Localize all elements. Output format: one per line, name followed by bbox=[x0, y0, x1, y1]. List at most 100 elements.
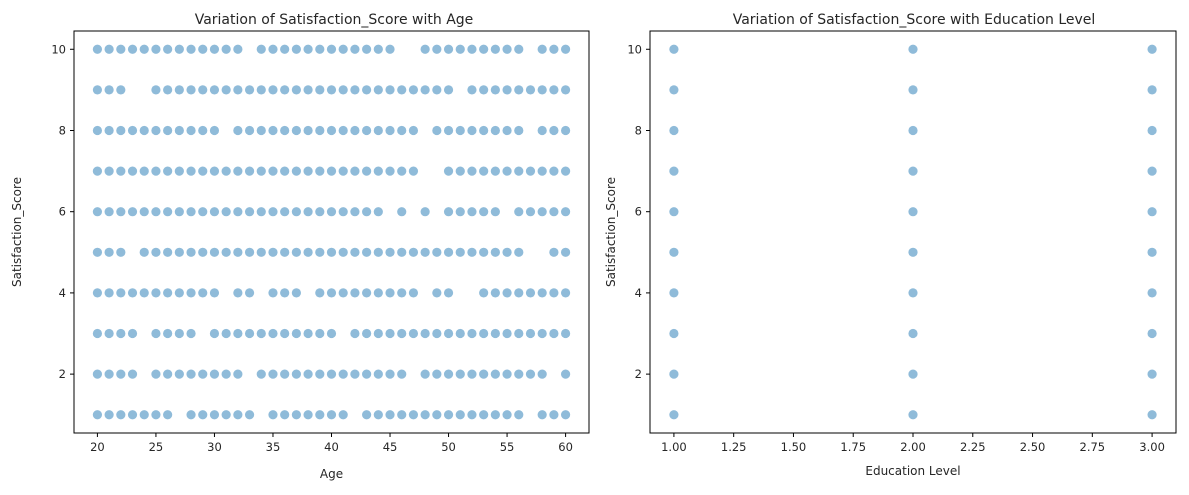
scatter-point bbox=[233, 166, 243, 176]
scatter-point bbox=[362, 247, 372, 257]
scatter-point bbox=[455, 247, 465, 257]
scatter-point bbox=[420, 247, 430, 257]
scatter-point bbox=[408, 125, 419, 136]
scatter-point bbox=[280, 369, 290, 379]
scatter-point bbox=[373, 44, 383, 54]
scatter-point bbox=[373, 410, 383, 420]
scatter-point bbox=[525, 328, 536, 339]
scatter-point bbox=[549, 328, 559, 339]
scatter-point bbox=[244, 207, 255, 217]
scatter-point bbox=[385, 44, 395, 54]
scatter-point bbox=[139, 125, 149, 136]
scatter-point bbox=[139, 207, 149, 217]
x-tick-label: 40 bbox=[324, 440, 339, 454]
scatter-point bbox=[669, 247, 679, 257]
scatter-point bbox=[163, 369, 173, 379]
scatter-point bbox=[455, 44, 465, 54]
x-tick-label: 60 bbox=[558, 440, 573, 454]
y-tick-label: 6 bbox=[635, 205, 642, 219]
scatter-point bbox=[502, 166, 512, 176]
scatter-point bbox=[338, 85, 348, 95]
scatter-point bbox=[233, 125, 243, 136]
y-tick-label: 8 bbox=[635, 123, 642, 137]
scatter-point bbox=[537, 125, 547, 136]
scatter-point bbox=[116, 288, 126, 298]
scatter-point bbox=[92, 247, 103, 257]
scatter-point bbox=[268, 369, 278, 379]
scatter-point bbox=[268, 288, 278, 298]
scatter-point bbox=[221, 85, 231, 95]
x-tick-label: 25 bbox=[149, 440, 164, 454]
scatter-point bbox=[338, 247, 348, 257]
scatter-point bbox=[326, 166, 337, 176]
scatter-point bbox=[385, 166, 395, 176]
scatter-point bbox=[280, 85, 290, 95]
scatter-point bbox=[174, 125, 184, 136]
scatter-point bbox=[420, 369, 430, 379]
scatter-point bbox=[233, 288, 243, 298]
scatter-point bbox=[280, 44, 290, 54]
scatter-point bbox=[432, 44, 442, 54]
scatter-point bbox=[560, 410, 571, 420]
x-axis-ticks: 1.00 1.25 1.50 1.75 2.00 2.25 2.50 2.75 3.00 bbox=[661, 433, 1165, 454]
scatter-point bbox=[479, 410, 489, 420]
scatter-point bbox=[127, 328, 138, 339]
x-tick-label: 1.00 bbox=[661, 440, 687, 454]
scatter-point bbox=[244, 410, 255, 420]
scatter-point bbox=[490, 44, 500, 54]
scatter-point bbox=[268, 247, 278, 257]
scatter-point bbox=[280, 328, 290, 339]
scatter-point bbox=[908, 328, 918, 339]
scatter-point bbox=[104, 207, 114, 217]
scatter-point bbox=[186, 44, 196, 54]
scatter-point bbox=[455, 125, 465, 136]
scatter-point bbox=[315, 369, 325, 379]
scatter-point bbox=[291, 166, 301, 176]
scatter-point bbox=[549, 410, 559, 420]
scatter-point bbox=[186, 125, 196, 136]
scatter-point bbox=[397, 369, 407, 379]
scatter-point bbox=[373, 288, 383, 298]
scatter-point bbox=[198, 410, 208, 420]
scatter-point bbox=[92, 410, 103, 420]
scatter-point bbox=[467, 44, 477, 54]
scatter-point bbox=[151, 410, 161, 420]
scatter-point bbox=[151, 44, 161, 54]
scatter-point bbox=[502, 328, 512, 339]
scatter-point bbox=[209, 125, 220, 136]
scatter-point bbox=[525, 166, 536, 176]
scatter-point bbox=[326, 207, 337, 217]
scatter-point bbox=[432, 410, 442, 420]
scatter-point bbox=[315, 166, 325, 176]
scatter-point bbox=[303, 85, 313, 95]
scatter-point bbox=[174, 44, 184, 54]
scatter-point bbox=[315, 85, 325, 95]
scatter-point bbox=[268, 44, 278, 54]
scatter-point bbox=[549, 288, 559, 298]
x-tick-label: 2.00 bbox=[900, 440, 926, 454]
scatter-point bbox=[408, 166, 419, 176]
scatter-point bbox=[537, 369, 547, 379]
scatter-point bbox=[397, 328, 407, 339]
scatter-point bbox=[669, 288, 679, 298]
scatter-point bbox=[127, 166, 138, 176]
scatter-point bbox=[537, 207, 547, 217]
scatter-point bbox=[139, 166, 149, 176]
scatter-point bbox=[198, 85, 208, 95]
y-tick-label: 6 bbox=[59, 205, 66, 219]
scatter-point bbox=[163, 328, 173, 339]
scatter-point bbox=[233, 247, 243, 257]
scatter-point bbox=[186, 328, 196, 339]
scatter-point bbox=[104, 166, 114, 176]
scatter-point bbox=[514, 166, 524, 176]
scatter-point bbox=[244, 125, 255, 136]
scatter-point bbox=[397, 125, 407, 136]
chart-title: Variation of Satisfaction_Score with Age bbox=[195, 12, 474, 28]
plot-area bbox=[669, 44, 1157, 420]
scatter-point bbox=[467, 369, 477, 379]
scatter-point bbox=[280, 207, 290, 217]
scatter-point bbox=[198, 247, 208, 257]
scatter-point bbox=[455, 166, 465, 176]
y-axis-ticks: 2 4 6 8 10 bbox=[627, 42, 650, 381]
